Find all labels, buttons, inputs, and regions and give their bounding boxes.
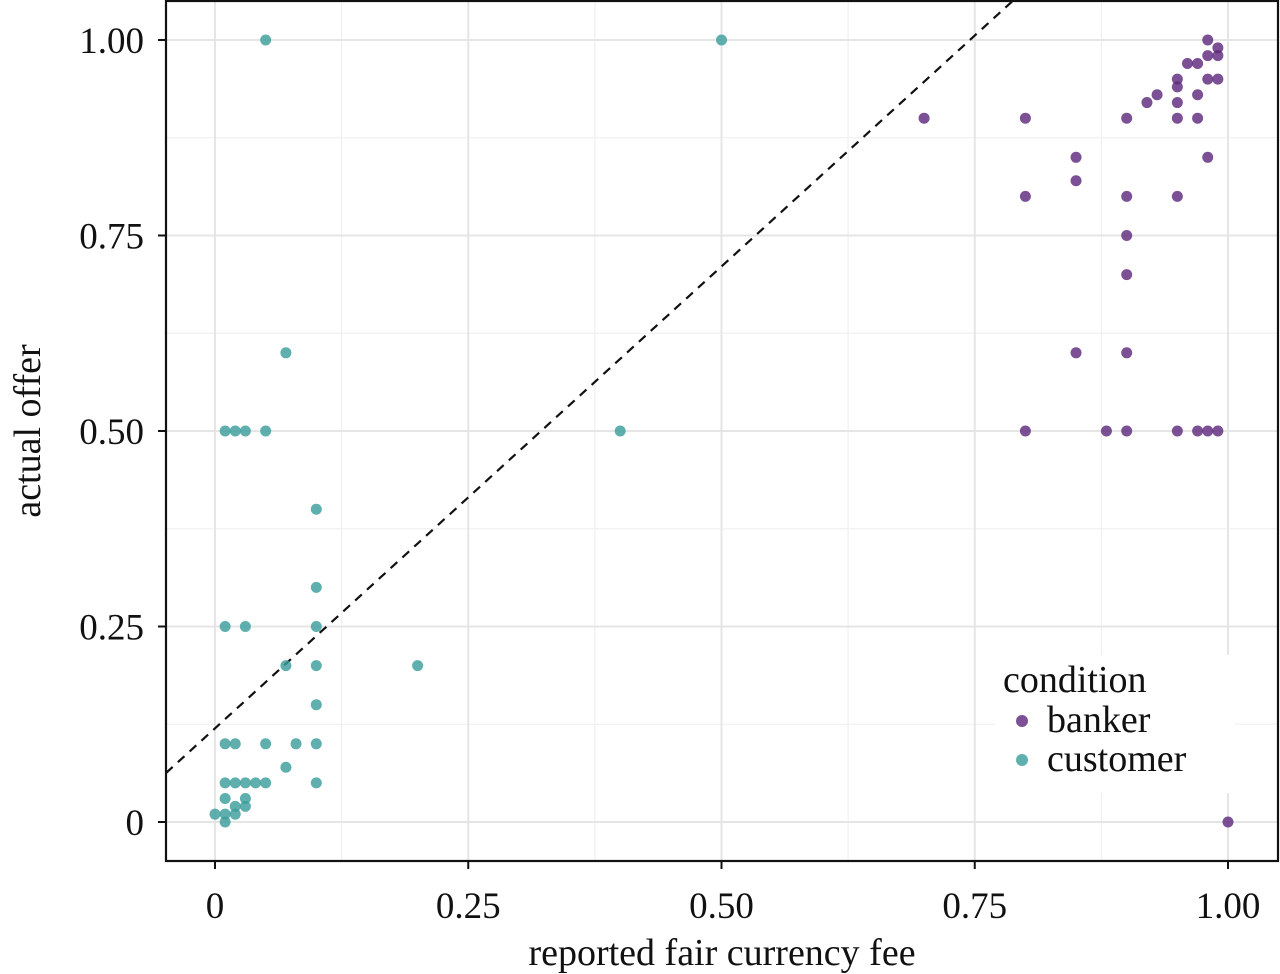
point-banker xyxy=(1121,425,1133,437)
point-customer xyxy=(219,793,231,805)
point-banker xyxy=(1202,73,1214,85)
point-banker xyxy=(1100,425,1112,437)
point-customer xyxy=(310,503,322,515)
point-customer xyxy=(239,793,251,805)
point-banker xyxy=(1141,97,1153,109)
point-banker xyxy=(1192,425,1204,437)
point-customer xyxy=(250,777,262,789)
y-tick-label: 0 xyxy=(126,803,145,844)
legend-marker-banker xyxy=(1016,715,1028,727)
y-tick-label: 0.50 xyxy=(79,412,144,453)
point-customer xyxy=(614,425,626,437)
point-customer xyxy=(280,761,292,773)
point-customer xyxy=(310,621,322,632)
point-banker xyxy=(1171,73,1183,85)
x-axis-title: reported fair currency fee xyxy=(528,932,915,974)
point-banker xyxy=(1019,425,1031,437)
point-customer xyxy=(239,621,251,632)
point-banker xyxy=(1151,89,1163,101)
point-banker xyxy=(1171,97,1183,109)
point-customer xyxy=(310,738,322,750)
point-banker xyxy=(1212,42,1224,54)
point-banker xyxy=(1171,190,1183,202)
point-customer xyxy=(260,34,272,46)
point-banker xyxy=(1212,50,1224,62)
point-customer xyxy=(260,738,272,750)
x-tick-label: 0.75 xyxy=(942,886,1007,927)
point-customer xyxy=(239,425,251,437)
point-banker xyxy=(1212,73,1224,85)
point-customer xyxy=(280,347,292,359)
point-banker xyxy=(1181,57,1193,69)
point-banker xyxy=(1019,112,1031,124)
point-customer xyxy=(260,777,272,789)
point-banker xyxy=(1070,347,1082,359)
y-axis-title: actual offer xyxy=(7,344,49,518)
point-customer xyxy=(229,738,241,750)
point-banker xyxy=(1212,425,1224,437)
y-axis-ticks: 0 0.25 0.50 0.75 1.00 xyxy=(79,21,166,844)
point-customer xyxy=(219,816,231,828)
point-banker xyxy=(918,112,930,124)
point-banker xyxy=(1192,57,1204,69)
point-customer xyxy=(310,777,322,789)
point-customer xyxy=(412,660,424,672)
y-tick-label: 0.25 xyxy=(79,608,144,649)
x-tick-label: 0.50 xyxy=(689,886,754,927)
point-customer xyxy=(229,800,241,812)
grid-lines xyxy=(166,1,1278,861)
point-customer xyxy=(219,621,231,632)
y-tick-label: 1.00 xyxy=(79,21,144,62)
point-banker xyxy=(1070,175,1082,187)
point-customer xyxy=(290,738,302,750)
identity-reference-line xyxy=(165,0,1016,774)
x-tick-label: 1.00 xyxy=(1196,886,1261,927)
point-banker xyxy=(1171,112,1183,124)
point-banker xyxy=(1121,112,1133,124)
point-banker xyxy=(1019,190,1031,202)
point-banker xyxy=(1171,425,1183,437)
point-customer xyxy=(229,425,241,437)
legend-label-customer: customer xyxy=(1047,738,1187,780)
point-customer xyxy=(229,777,241,789)
legend-label-banker: banker xyxy=(1047,699,1151,741)
point-banker xyxy=(1192,112,1204,124)
point-customer xyxy=(310,660,322,672)
x-tick-label: 0 xyxy=(206,886,225,927)
point-customer xyxy=(209,808,221,820)
y-tick-label: 0.75 xyxy=(79,217,144,258)
point-banker xyxy=(1192,89,1204,101)
point-banker xyxy=(1202,50,1214,62)
point-customer xyxy=(239,800,251,812)
point-banker xyxy=(1070,151,1082,163)
point-banker xyxy=(1202,425,1214,437)
data-points xyxy=(209,34,1234,828)
point-customer xyxy=(229,808,241,820)
x-axis-ticks: 0 0.25 0.50 0.75 1.00 xyxy=(206,861,1261,927)
point-customer xyxy=(219,777,231,789)
point-banker xyxy=(1121,190,1133,202)
point-customer xyxy=(310,699,322,711)
point-customer xyxy=(310,581,322,593)
point-banker xyxy=(1121,269,1133,281)
legend-marker-customer xyxy=(1016,754,1028,766)
point-customer xyxy=(219,808,231,820)
point-banker xyxy=(1171,81,1183,93)
point-customer xyxy=(239,777,251,789)
legend-background xyxy=(995,655,1235,793)
point-banker xyxy=(1222,816,1234,828)
x-tick-label: 0.25 xyxy=(436,886,501,927)
point-customer xyxy=(219,738,231,750)
point-banker xyxy=(1121,230,1133,241)
legend: condition banker customer xyxy=(995,655,1235,793)
point-banker xyxy=(1202,34,1214,46)
point-banker xyxy=(1202,151,1214,163)
legend-title: condition xyxy=(1003,659,1147,701)
point-customer xyxy=(219,425,231,437)
point-customer xyxy=(716,34,727,46)
point-banker xyxy=(1121,347,1133,359)
point-customer xyxy=(260,425,272,437)
point-customer xyxy=(280,660,292,672)
